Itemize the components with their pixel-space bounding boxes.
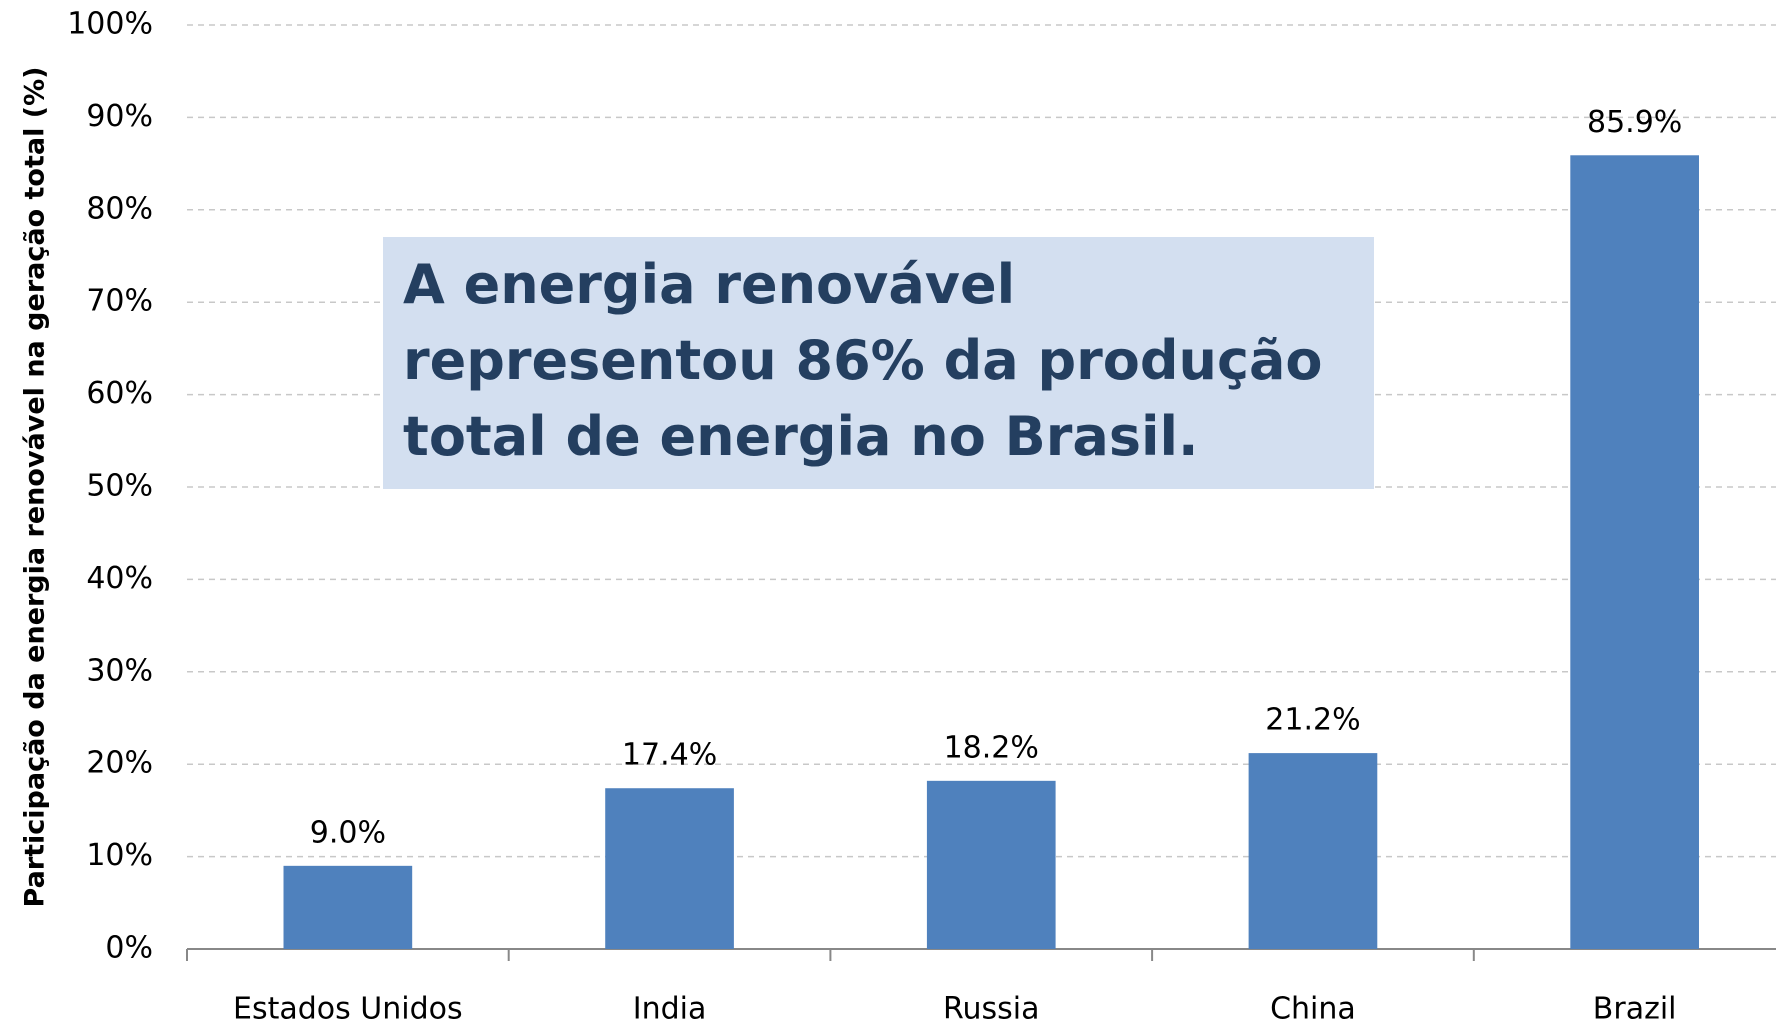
y-tick-label: 60%	[86, 376, 153, 411]
x-tick-label: India	[633, 992, 707, 1024]
x-tick-label: Estados Unidos	[233, 992, 463, 1024]
y-tick-label: 20%	[86, 746, 153, 781]
bar	[283, 865, 413, 949]
y-tick-label: 30%	[86, 653, 153, 688]
y-tick-label: 100%	[67, 7, 153, 42]
bar	[1248, 753, 1378, 949]
y-tick-label: 50%	[86, 469, 153, 504]
y-tick-label: 90%	[86, 99, 153, 134]
y-axis-label: Participação da energia renovável na ger…	[20, 67, 51, 908]
value-label: 18.2%	[944, 730, 1039, 765]
value-label: 17.4%	[622, 738, 717, 773]
bar	[1570, 155, 1699, 949]
bar	[605, 788, 734, 949]
y-tick-label: 80%	[86, 191, 153, 226]
y-tick-label: 0%	[105, 931, 153, 966]
y-tick-label: 70%	[86, 284, 153, 319]
y-tick-label: 10%	[86, 838, 153, 873]
x-tick-label: Brazil	[1593, 992, 1677, 1024]
annotation: A energia renovável representou 86% da p…	[383, 237, 1374, 489]
y-tick-label: 40%	[86, 561, 153, 596]
bar	[926, 780, 1056, 949]
x-tick-label: Russia	[943, 992, 1040, 1024]
value-label: 9.0%	[310, 815, 386, 850]
value-label: 85.9%	[1587, 105, 1682, 140]
x-tick-label: China	[1270, 992, 1356, 1024]
value-label: 21.2%	[1265, 703, 1360, 738]
